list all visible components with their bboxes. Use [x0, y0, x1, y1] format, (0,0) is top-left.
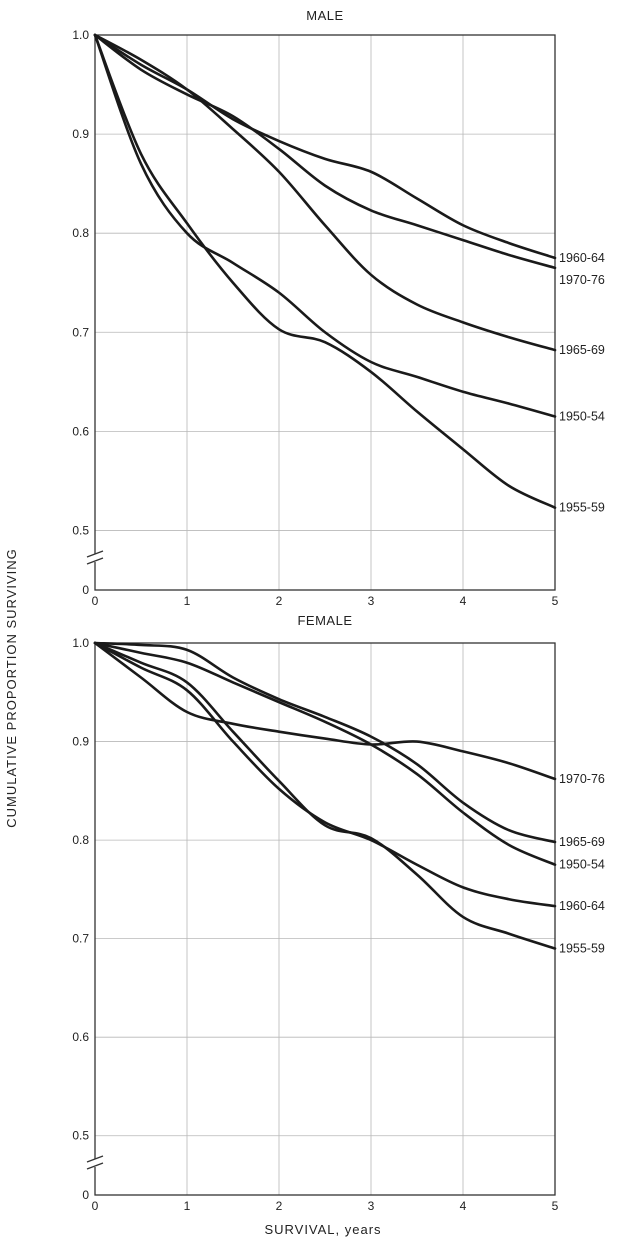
x-tick-label: 3: [368, 1199, 375, 1213]
series-label: 1950-54: [559, 410, 605, 424]
y-tick-label: 0.5: [72, 1129, 89, 1143]
x-tick-label: 4: [460, 1199, 467, 1213]
series-line-1955-59: [93, 641, 557, 950]
chart-panels: MALE 0 1 2 3 4 5 1.0 0.9 0.8 0.7 0.6 0.5 0 1960-64 1970…: [72, 8, 605, 1213]
series-line-1950-54: [93, 33, 557, 418]
series-label: 1960-64: [559, 251, 605, 265]
x-tick-label: 0: [92, 1199, 99, 1213]
series-line-1960-64: [93, 33, 557, 260]
y-tick-label: 0.9: [72, 735, 89, 749]
x-tick-label: 2: [276, 594, 283, 608]
panel-title: FEMALE: [297, 613, 352, 628]
x-tick-label: 5: [552, 594, 559, 608]
series-label: 1965-69: [559, 835, 605, 849]
y-tick-label: 0: [82, 1188, 89, 1202]
x-tick-label: 0: [92, 594, 99, 608]
y-tick-label: 0.6: [72, 1030, 89, 1044]
axis-break-gap: [87, 554, 103, 562]
y-tick-label: 0.6: [72, 424, 89, 438]
panel-male: MALE 0 1 2 3 4 5 1.0 0.9 0.8 0.7 0.6 0.5 0 1960-64 1970…: [72, 8, 605, 608]
plot-frame: [94, 34, 556, 591]
series-label: 1950-54: [559, 858, 605, 872]
y-tick-label: 0.9: [72, 127, 89, 141]
panel-female: FEMALE 0 1 2 3 4 5 1.0 0.9 0.8 0.7 0.6 0.5 0 1970-76 19…: [72, 613, 605, 1213]
x-tick-label: 1: [184, 594, 191, 608]
y-tick-label: 1.0: [72, 636, 89, 650]
y-tick-label: 0.8: [72, 833, 89, 847]
y-tick-label: 0.5: [72, 523, 89, 537]
x-tick-label: 2: [276, 1199, 283, 1213]
y-tick-label: 0.8: [72, 226, 89, 240]
series-line-1965-69: [93, 641, 557, 844]
series-line-1960-64: [93, 641, 557, 908]
series-line-1950-54: [93, 641, 557, 867]
series-label: 1955-59: [559, 501, 605, 515]
axis-break-mark: [86, 557, 104, 565]
series-line-1955-59: [93, 33, 557, 509]
x-tick-label: 1: [184, 1199, 191, 1213]
axis-break-mark: [86, 1155, 104, 1163]
y-tick-label: 0.7: [72, 932, 89, 946]
x-tick-label: 3: [368, 594, 375, 608]
panel-title: MALE: [306, 8, 343, 23]
y-tick-label: 0: [82, 583, 89, 597]
series-label: 1970-76: [559, 772, 605, 786]
series-label: 1965-69: [559, 343, 605, 357]
series-line-1965-69: [93, 33, 557, 352]
series-line-1970-76: [93, 641, 557, 781]
x-tick-label: 5: [552, 1199, 559, 1213]
plot-frame: [94, 642, 556, 1196]
axis-break-mark: [86, 1162, 104, 1170]
x-axis-title: SURVIVAL, years: [264, 1222, 381, 1237]
axis-break-gap: [87, 1159, 103, 1167]
series-label: 1955-59: [559, 941, 605, 955]
series-label: 1970-76: [559, 273, 605, 287]
y-tick-label: 1.0: [72, 28, 89, 42]
series-label: 1960-64: [559, 899, 605, 913]
series-line-1970-76: [93, 33, 557, 270]
y-axis-title: CUMULATIVE PROPORTION SURVIVING: [4, 548, 19, 828]
x-tick-label: 4: [460, 594, 467, 608]
y-tick-label: 0.7: [72, 325, 89, 339]
axis-break-mark: [86, 550, 104, 558]
